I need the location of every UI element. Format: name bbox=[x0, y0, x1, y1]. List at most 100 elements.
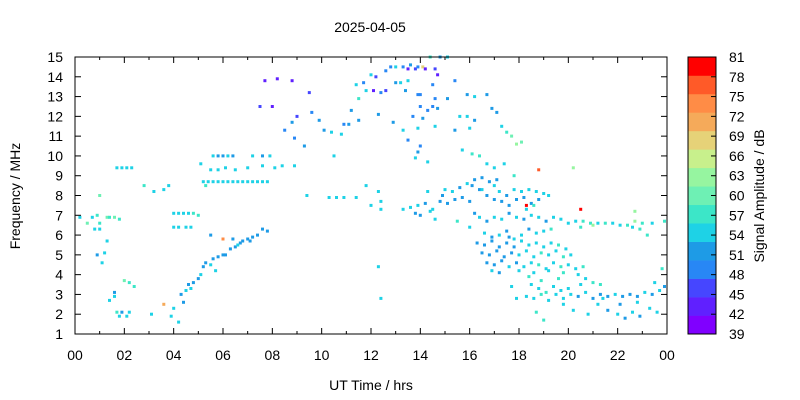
y-tick-label: 13 bbox=[47, 89, 63, 105]
data-point bbox=[177, 225, 181, 229]
data-point bbox=[406, 79, 410, 83]
data-point bbox=[480, 188, 484, 192]
data-point bbox=[78, 215, 82, 219]
data-point bbox=[433, 97, 437, 101]
data-point bbox=[231, 237, 235, 241]
data-point bbox=[399, 81, 403, 85]
data-point bbox=[529, 213, 533, 217]
data-point bbox=[332, 154, 336, 158]
data-point bbox=[507, 235, 511, 239]
x-tick-label: 00 bbox=[659, 347, 675, 363]
data-point bbox=[100, 261, 104, 265]
data-point bbox=[248, 239, 252, 243]
data-point bbox=[539, 251, 543, 255]
data-point bbox=[108, 298, 111, 302]
data-point bbox=[542, 318, 546, 322]
data-point bbox=[231, 154, 235, 158]
data-point bbox=[224, 253, 227, 257]
data-point bbox=[655, 310, 659, 314]
data-point bbox=[520, 239, 523, 243]
data-point bbox=[532, 203, 536, 207]
data-point bbox=[413, 156, 417, 160]
y-tick-label: 10 bbox=[47, 148, 63, 164]
data-point bbox=[426, 108, 430, 112]
data-point bbox=[125, 314, 129, 318]
y-tick-label: 4 bbox=[55, 267, 63, 283]
data-point bbox=[409, 63, 412, 67]
data-point bbox=[322, 128, 326, 132]
data-point bbox=[376, 112, 380, 116]
data-point bbox=[406, 67, 410, 71]
data-point bbox=[339, 132, 343, 136]
data-point bbox=[537, 263, 541, 267]
data-point bbox=[221, 154, 225, 158]
data-point bbox=[589, 221, 592, 225]
data-point bbox=[633, 209, 637, 213]
data-point bbox=[184, 225, 188, 229]
data-point bbox=[473, 118, 477, 122]
colorbar-band bbox=[688, 130, 716, 150]
data-point bbox=[241, 239, 245, 243]
data-point bbox=[638, 314, 642, 318]
data-point bbox=[113, 290, 116, 294]
data-point bbox=[527, 243, 531, 247]
data-point bbox=[98, 194, 102, 197]
data-point bbox=[196, 277, 200, 281]
data-point bbox=[421, 116, 425, 120]
y-tick-label: 2 bbox=[55, 306, 63, 322]
data-point bbox=[542, 245, 546, 249]
data-point bbox=[616, 312, 620, 316]
data-point bbox=[389, 65, 393, 69]
data-point bbox=[409, 205, 412, 209]
data-point bbox=[130, 166, 134, 170]
data-point bbox=[327, 196, 331, 199]
data-point bbox=[492, 263, 496, 267]
data-point bbox=[162, 188, 166, 192]
data-point bbox=[490, 235, 494, 239]
data-point bbox=[517, 269, 521, 273]
data-point bbox=[357, 97, 361, 101]
colorbar-tick-label: 42 bbox=[729, 306, 745, 322]
data-point bbox=[650, 221, 654, 225]
data-point bbox=[436, 106, 440, 110]
colorbar-band bbox=[688, 149, 716, 169]
data-point bbox=[233, 168, 237, 172]
data-point bbox=[177, 211, 181, 215]
data-point bbox=[433, 124, 437, 128]
data-point bbox=[515, 261, 518, 265]
data-point bbox=[354, 196, 358, 199]
data-point bbox=[426, 190, 430, 193]
data-point bbox=[621, 294, 625, 298]
data-point bbox=[465, 93, 469, 97]
data-point bbox=[317, 118, 321, 122]
data-point bbox=[167, 184, 171, 188]
data-point bbox=[307, 91, 311, 95]
data-point bbox=[611, 221, 615, 225]
data-point bbox=[529, 261, 533, 265]
data-point bbox=[468, 225, 472, 229]
data-point bbox=[290, 120, 294, 124]
data-point bbox=[485, 194, 489, 197]
data-point bbox=[342, 122, 346, 126]
data-point bbox=[441, 194, 444, 197]
data-point bbox=[485, 162, 489, 166]
data-point bbox=[635, 294, 639, 298]
data-point bbox=[246, 237, 250, 241]
data-point bbox=[364, 184, 368, 188]
colorbar-tick-label: 48 bbox=[729, 267, 745, 283]
data-point bbox=[473, 211, 477, 215]
data-point bbox=[295, 114, 299, 118]
data-point bbox=[537, 168, 541, 172]
data-point bbox=[591, 223, 595, 227]
data-point bbox=[418, 93, 422, 97]
data-point bbox=[552, 285, 555, 288]
colorbar-tick-label: 39 bbox=[729, 326, 745, 342]
data-point bbox=[547, 298, 551, 302]
data-point bbox=[633, 219, 637, 223]
data-point bbox=[544, 219, 548, 223]
data-point bbox=[480, 251, 484, 255]
data-point bbox=[581, 219, 585, 223]
data-point bbox=[211, 180, 215, 184]
data-point bbox=[591, 296, 595, 300]
data-point bbox=[529, 283, 533, 286]
